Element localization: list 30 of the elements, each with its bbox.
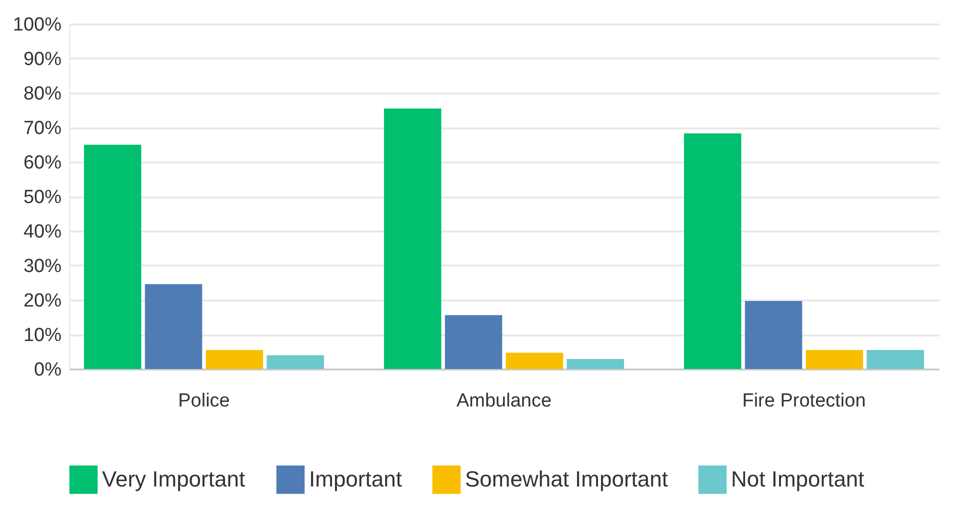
y-tick-label: 0% <box>34 360 62 380</box>
y-tick-label: 50% <box>23 187 62 208</box>
y-tick-label: 20% <box>23 290 62 312</box>
y-tick-label: 10% <box>23 325 62 346</box>
bar <box>84 144 142 369</box>
y-tick-label: 70% <box>23 118 62 139</box>
bar <box>506 352 564 369</box>
y-tick-label: 100% <box>12 14 62 36</box>
x-tick-label: Ambulance <box>456 390 552 412</box>
y-tick-label: 40% <box>23 222 62 242</box>
legend-label: Important <box>309 466 402 492</box>
bar <box>684 133 742 369</box>
legend-label: Very Important <box>102 466 246 492</box>
x-tick-label: Fire Protection <box>742 390 866 412</box>
legend-label: Somewhat Important <box>465 466 668 492</box>
y-tick-label: 60% <box>23 152 62 174</box>
bar <box>444 315 502 369</box>
bar <box>566 358 624 369</box>
bar <box>806 350 864 369</box>
bar <box>206 350 264 369</box>
bar <box>144 284 202 369</box>
y-tick-label: 30% <box>23 256 62 277</box>
bar <box>866 350 924 369</box>
x-tick-label: Police <box>178 390 230 412</box>
y-tick-label: 90% <box>23 49 62 70</box>
bar <box>384 108 442 369</box>
legend-label: Not Important <box>731 466 864 492</box>
bar <box>266 355 324 369</box>
bar <box>744 301 802 369</box>
y-tick-label: 80% <box>23 84 62 104</box>
